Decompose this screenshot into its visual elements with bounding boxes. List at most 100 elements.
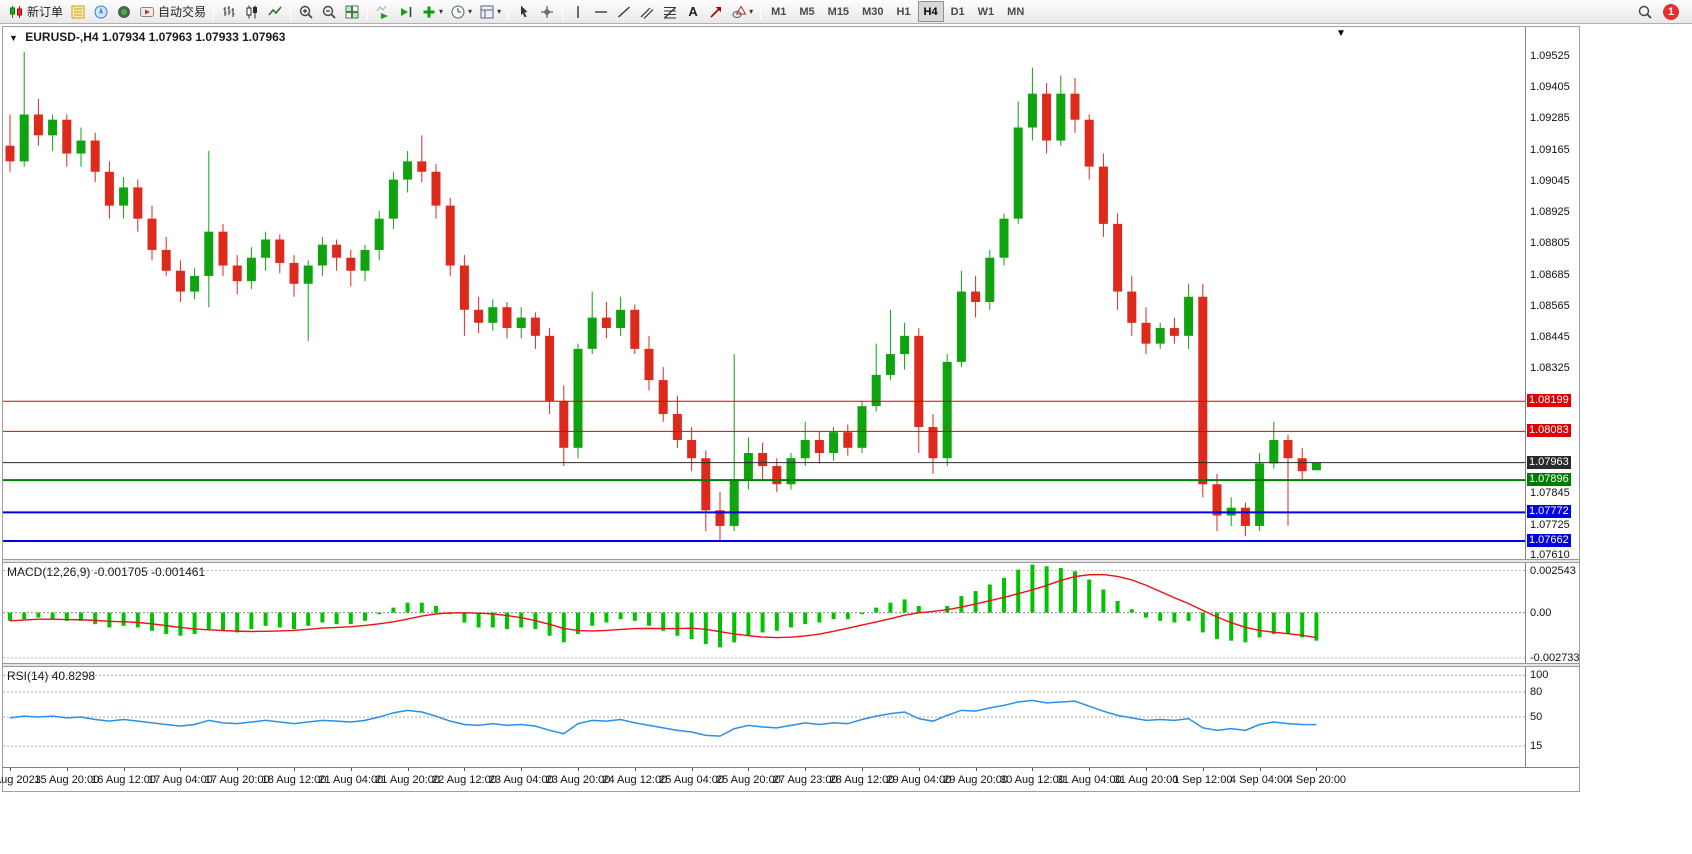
panel-separator[interactable] <box>3 663 1579 667</box>
auto-scroll-icon <box>376 5 389 19</box>
time-label: 4 Sep 04:00 <box>1229 774 1290 786</box>
crosshair-button[interactable] <box>536 1 558 22</box>
channel-button[interactable] <box>636 1 658 22</box>
main-toolbar: 新订单 自动交易 ▾ ▾ <box>0 0 1692 24</box>
time-label: 31 Aug 04:00 <box>1056 774 1122 786</box>
time-tick <box>407 768 409 771</box>
rsi-label: RSI(14) 40.8298 <box>7 669 96 683</box>
horizontal-line-button[interactable] <box>590 1 612 22</box>
time-tick <box>1259 768 1261 771</box>
zoom-in-icon <box>299 5 313 19</box>
bar-chart-button[interactable] <box>218 1 240 22</box>
tile-windows-icon <box>345 5 359 18</box>
fibonacci-button[interactable] <box>659 1 681 22</box>
time-tick <box>918 768 920 771</box>
shapes-icon <box>732 5 747 18</box>
rsi-panel[interactable]: RSI(14) 40.8298 <box>3 667 1525 767</box>
time-tick <box>350 768 352 771</box>
timeframe-w1-button[interactable]: W1 <box>972 1 1001 22</box>
auto-scroll-button[interactable] <box>372 1 394 22</box>
rsi-axis-tick: 100 <box>1530 669 1549 682</box>
candlestick-chart-button[interactable] <box>241 1 263 22</box>
cursor-button[interactable] <box>513 1 535 22</box>
clock-icon <box>451 5 465 18</box>
time-label: 16 Aug 12:00 <box>91 774 157 786</box>
tile-windows-button[interactable] <box>341 1 363 22</box>
navigator-button[interactable] <box>90 1 112 22</box>
timeframe-m15-button[interactable]: M15 <box>822 1 855 22</box>
time-label: 17 Aug 20:00 <box>204 774 270 786</box>
vertical-line-button[interactable] <box>567 1 589 22</box>
timeframe-mn-button[interactable]: MN <box>1001 1 1030 22</box>
shapes-button[interactable]: ▾ <box>728 1 756 22</box>
vertical-line-icon <box>577 5 579 18</box>
arrows-tool-button[interactable] <box>705 1 727 22</box>
toolbar-separator <box>562 3 564 20</box>
timeframe-m1-button[interactable]: M1 <box>765 1 792 22</box>
chart-symbol-period: EURUSD-,H4 <box>25 30 99 44</box>
macd-panel[interactable]: MACD(12,26,9) -0.001705 -0.001461 <box>3 563 1525 663</box>
time-label: 29 Aug 20:00 <box>943 774 1009 786</box>
macd-label: MACD(12,26,9) -0.001705 -0.001461 <box>7 565 206 579</box>
macd-chart[interactable] <box>3 563 1525 663</box>
search-button[interactable] <box>1634 1 1656 22</box>
indicators-button[interactable]: ▾ <box>418 1 446 22</box>
line-chart-button[interactable] <box>264 1 286 22</box>
chart-shift-button[interactable] <box>395 1 417 22</box>
timeframe-m5-button[interactable]: M5 <box>793 1 820 22</box>
market-watch-button[interactable] <box>67 1 89 22</box>
main-price-panel[interactable]: ▼ EURUSD-,H4 1.07934 1.07963 1.07933 1.0… <box>3 27 1525 559</box>
price-tick: 1.09405 <box>1530 81 1570 94</box>
zoom-out-button[interactable] <box>318 1 340 22</box>
one-click-trading-toggle[interactable]: ▼ <box>9 33 18 43</box>
cursor-icon <box>521 5 528 17</box>
panel-separator[interactable] <box>3 559 1579 563</box>
timeframe-d1-button[interactable]: D1 <box>945 1 971 22</box>
time-label: 28 Aug 12:00 <box>829 774 895 786</box>
time-tick <box>294 768 295 771</box>
time-label: 21 Aug 20:00 <box>375 774 441 786</box>
chart-ohlc-values: 1.07934 1.07963 1.07933 1.07963 <box>101 30 286 44</box>
time-tick <box>1146 768 1147 771</box>
price-axis[interactable]: 1.09525 1.09405 1.09285 1.09165 1.09045 1.089… <box>1525 27 1580 767</box>
candlestick-chart-icon <box>246 5 258 18</box>
time-tick <box>1032 768 1034 771</box>
timeframe-h1-button[interactable]: H1 <box>890 1 916 22</box>
time-tick <box>123 768 125 771</box>
new-order-button[interactable]: 新订单 <box>5 1 66 22</box>
terminal-button[interactable] <box>113 1 135 22</box>
chevron-down-icon: ▾ <box>497 7 502 16</box>
time-label: 15 Aug 2023 <box>0 774 41 786</box>
notification-badge[interactable]: 1 <box>1663 3 1679 20</box>
price-tick: 1.08325 <box>1530 362 1570 375</box>
zoom-in-button[interactable] <box>295 1 317 22</box>
toolbar-separator <box>760 3 762 20</box>
timeframe-m30-button[interactable]: M30 <box>856 1 889 22</box>
autotrading-button[interactable]: 自动交易 <box>136 1 209 22</box>
crosshair-icon <box>541 5 554 18</box>
time-tick <box>237 768 239 771</box>
macd-axis-tick: -0.002733 <box>1530 651 1580 664</box>
trendline-button[interactable] <box>613 1 635 22</box>
time-tick <box>862 768 863 771</box>
time-tick <box>805 768 807 771</box>
time-tick <box>464 768 466 771</box>
chevron-down-icon: ▾ <box>439 7 444 16</box>
periods-button[interactable]: ▾ <box>447 1 475 22</box>
rsi-chart[interactable] <box>3 667 1525 767</box>
text-tool-button[interactable]: A <box>682 1 704 22</box>
candlestick-chart[interactable] <box>3 27 1525 559</box>
terminal-icon <box>118 5 131 18</box>
channel-icon <box>640 7 654 19</box>
text-tool-icon: A <box>688 4 698 19</box>
time-label: 25 Aug 04:00 <box>659 774 725 786</box>
rsi-axis-tick: 15 <box>1530 740 1543 753</box>
time-label: 17 Aug 04:00 <box>147 774 213 786</box>
scroll-to-end-icon[interactable]: ▼ <box>1336 28 1346 39</box>
timeframe-h4-button[interactable]: H4 <box>917 1 944 22</box>
fibonacci-icon <box>664 6 677 18</box>
templates-button[interactable]: ▾ <box>476 1 504 22</box>
time-label: 25 Aug 20:00 <box>715 774 781 786</box>
rsi-axis-tick: 50 <box>1530 711 1543 723</box>
